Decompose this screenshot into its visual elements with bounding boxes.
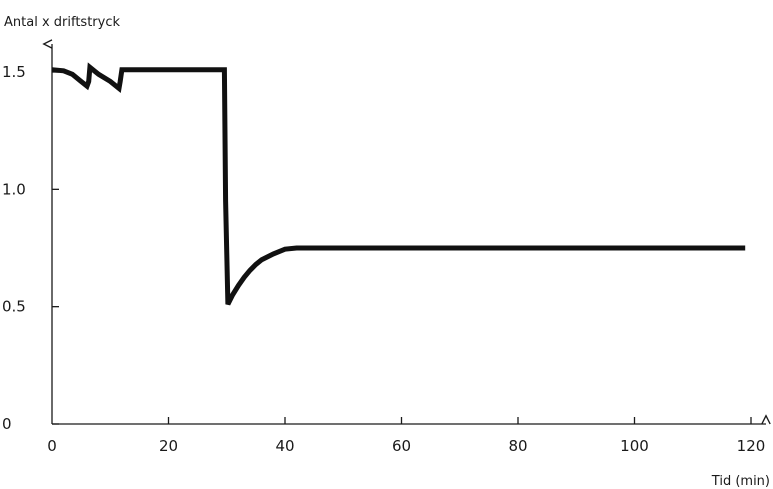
- x-tick-label: 120: [737, 437, 766, 455]
- series-line: [51, 62, 746, 306]
- x-axis-title: Tid (min): [711, 474, 770, 489]
- x-tick-label: 80: [508, 437, 527, 455]
- axes: [52, 44, 766, 425]
- y-tick-label: 0.5: [2, 298, 26, 316]
- y-tick-label: 1.0: [2, 180, 26, 198]
- x-tick-label: 60: [392, 437, 411, 455]
- x-tick-label: 0: [47, 437, 57, 455]
- y-tick-label: 0: [2, 415, 12, 433]
- y-ticks: 0 0.5 1.0 1.5: [2, 63, 59, 433]
- y-axis-title: Antal x driftstryck: [4, 15, 120, 30]
- x-tick-label: 100: [620, 437, 649, 455]
- x-ticks: 0 20 40 60 80 100 120: [47, 417, 765, 455]
- x-tick-label: 40: [275, 437, 294, 455]
- series: [51, 62, 746, 306]
- y-tick-label: 1.5: [2, 63, 26, 81]
- x-tick-label: 20: [159, 437, 178, 455]
